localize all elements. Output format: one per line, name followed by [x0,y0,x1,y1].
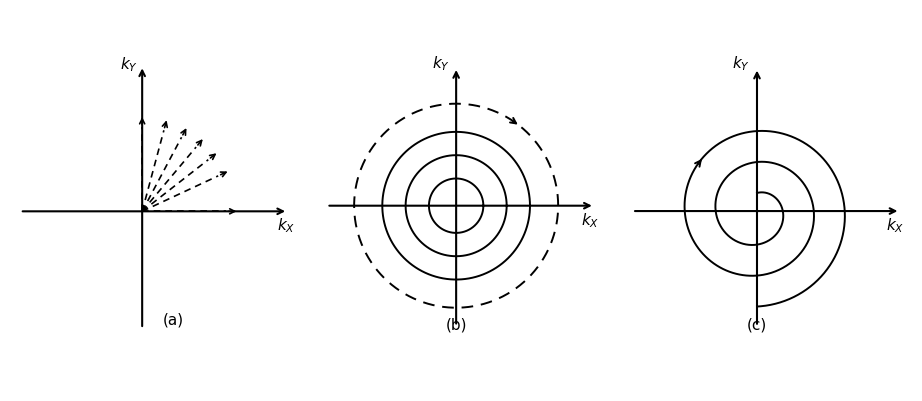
Text: $k_Y$: $k_Y$ [120,55,138,74]
Text: $k_Y$: $k_Y$ [431,54,450,73]
Text: $k_Y$: $k_Y$ [732,55,750,73]
Text: (a): (a) [162,312,183,326]
Text: (c): (c) [747,316,767,331]
Text: (b): (b) [445,317,467,332]
Text: $k_X$: $k_X$ [581,211,598,229]
Text: $k_X$: $k_X$ [886,216,904,235]
Text: $k_X$: $k_X$ [278,216,295,234]
